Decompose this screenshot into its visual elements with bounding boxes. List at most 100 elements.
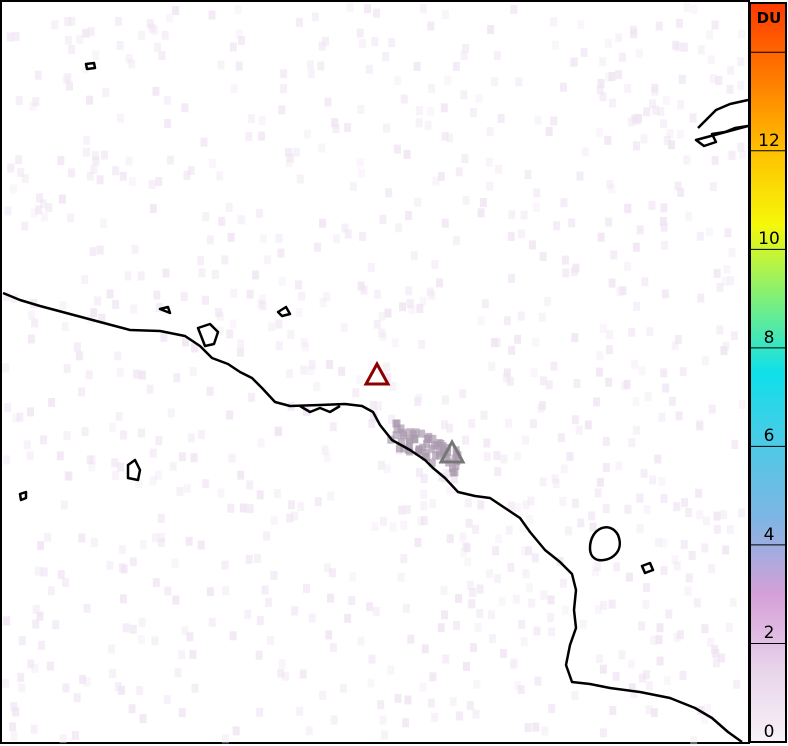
so2-pixel <box>674 335 682 345</box>
so2-pixel <box>518 619 526 629</box>
so2-pixel <box>40 212 48 222</box>
so2-pixel <box>503 316 511 326</box>
so2-pixel <box>656 623 664 633</box>
so2-pixel <box>665 609 673 619</box>
so2-pixel <box>263 531 271 541</box>
so2-pixel <box>197 256 205 266</box>
so2-pixel <box>235 29 243 39</box>
so2-pixel <box>116 367 124 377</box>
so2-pixel <box>593 397 601 407</box>
so2-pixel <box>663 676 671 686</box>
so2-pixel <box>638 621 646 631</box>
so2-pixel <box>547 612 555 622</box>
so2-pixel <box>444 75 452 85</box>
so2-pixel <box>300 338 308 348</box>
so2-pixel <box>632 242 640 252</box>
so2-pixel <box>15 155 23 165</box>
so2-pixel <box>571 691 579 701</box>
so2-pixel <box>524 722 532 732</box>
so2-pixel <box>371 522 379 532</box>
so2-pixel <box>588 511 596 521</box>
so2-pixel <box>154 42 162 52</box>
so2-pixel <box>575 425 583 435</box>
so2-pixel <box>10 702 18 712</box>
so2-pixel <box>495 164 503 174</box>
so2-pixel <box>512 594 520 604</box>
so2-pixel <box>129 624 137 634</box>
so2-pixel <box>181 626 189 636</box>
so2-pixel <box>404 695 412 705</box>
so2-pixel <box>324 97 332 107</box>
colorbar-tick-label: 6 <box>763 426 775 447</box>
so2-pixel <box>462 195 470 205</box>
so2-pixel <box>61 322 69 332</box>
so2-pixel <box>83 135 91 145</box>
so2-pixel <box>441 395 449 405</box>
so2-pixel <box>373 319 381 329</box>
so2-pixel <box>589 522 597 532</box>
so2-pixel <box>76 34 84 44</box>
so2-pixel <box>370 413 378 423</box>
so2-pixel <box>726 525 734 535</box>
so2-pixel <box>300 365 308 375</box>
so2-pixel <box>464 498 472 508</box>
so2-pixel <box>606 179 614 189</box>
so2-pixel <box>660 222 668 232</box>
so2-pixel <box>427 107 435 117</box>
so2-pixel <box>640 468 648 478</box>
so2-pixel <box>382 123 390 133</box>
so2-pixel <box>497 113 505 123</box>
so2-pixel <box>725 622 733 632</box>
so2-pixel <box>17 672 25 682</box>
so2-pixel <box>643 583 651 593</box>
so2-pixel <box>157 538 165 548</box>
so2-pixel <box>569 58 577 68</box>
so2-pixel <box>534 676 542 686</box>
so2-pixel <box>254 553 262 563</box>
so2-pixel <box>474 622 482 632</box>
so2-pixel <box>455 167 463 177</box>
so2-pixel <box>455 711 463 721</box>
so2-pixel <box>441 610 449 620</box>
so2-pixel <box>163 95 171 105</box>
so2-pixel <box>571 333 579 343</box>
so2-pixel <box>403 505 411 515</box>
so2-pixel <box>403 149 411 159</box>
so2-pixel <box>90 537 98 547</box>
so2-pixel <box>248 392 256 402</box>
so2-pixel <box>92 156 100 166</box>
so2-pixel <box>152 533 160 543</box>
so2-pixel <box>700 714 708 724</box>
so2-pixel <box>107 644 115 654</box>
so2-pixel <box>708 564 716 574</box>
so2-pixel <box>246 504 254 514</box>
so2-pixel <box>394 693 402 703</box>
so2-pixel <box>437 172 445 182</box>
so2-pixel <box>256 707 264 717</box>
so2-pixel <box>615 461 623 471</box>
so2-pixel <box>68 45 76 55</box>
so2-pixel <box>571 498 579 508</box>
so2-pixel <box>675 411 683 421</box>
so2-pixel <box>236 347 244 357</box>
so2-pixel <box>455 593 463 603</box>
so2-pixel <box>452 620 460 630</box>
so2-pixel <box>88 455 96 465</box>
plume-pixel <box>400 431 408 440</box>
so2-pixel <box>596 85 604 95</box>
so2-pixel <box>440 103 448 113</box>
so2-pixel <box>30 208 38 218</box>
so2-pixel <box>291 606 299 616</box>
colorbar-ticks <box>750 51 786 644</box>
so2-pixel <box>666 129 674 139</box>
so2-pixel <box>655 21 663 31</box>
so2-pixel <box>648 200 656 210</box>
so2-pixel <box>414 197 422 207</box>
so2-pixel <box>2 678 10 688</box>
so2-pixel <box>62 578 70 588</box>
so2-pixel <box>229 631 237 641</box>
so2-pixel <box>374 401 382 411</box>
so2-pixel <box>226 410 234 420</box>
so2-pixel <box>318 41 326 51</box>
so2-pixel <box>73 342 81 352</box>
